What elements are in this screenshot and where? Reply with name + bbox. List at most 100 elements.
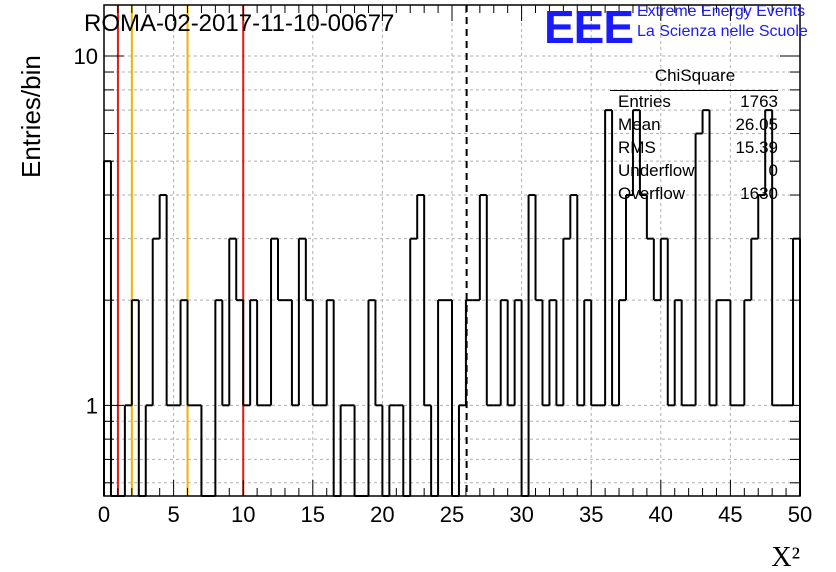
histogram-bin bbox=[583, 299, 592, 406]
stats-box: ChiSquare Entries 1763 Mean 26.05 RMS 15… bbox=[610, 66, 778, 203]
histogram-bin bbox=[228, 237, 237, 406]
histogram-bin bbox=[659, 237, 668, 301]
eee-logo-mark: EEE bbox=[544, 1, 634, 53]
stats-value: 1630 bbox=[740, 184, 778, 203]
logo-line-1: Extreme Energy Events bbox=[637, 3, 806, 20]
histogram-bin bbox=[527, 194, 536, 496]
histogram-bin bbox=[186, 300, 195, 407]
histogram-bin bbox=[666, 238, 675, 407]
stats-row-underflow: Underflow 0 bbox=[618, 161, 778, 184]
stats-key: Underflow bbox=[618, 161, 695, 180]
histogram-bin bbox=[604, 109, 613, 406]
reference-lines bbox=[116, 5, 468, 496]
histogram-bin bbox=[367, 299, 376, 496]
histogram-bin bbox=[221, 300, 230, 407]
y-tick-label: 1 bbox=[86, 393, 98, 418]
histogram-bin bbox=[151, 237, 160, 406]
histogram-bin bbox=[631, 109, 640, 196]
histogram-bin bbox=[506, 300, 515, 407]
x-tick-label: 40 bbox=[649, 502, 673, 527]
stats-value: 26.05 bbox=[735, 115, 778, 134]
histogram-bin bbox=[625, 194, 633, 301]
chart-title: ROMA-02-2017-11-10-00677 bbox=[84, 10, 395, 37]
histogram-bin bbox=[569, 194, 578, 239]
histogram-bin bbox=[179, 299, 188, 406]
axis-labels: Entries/bin X² bbox=[16, 55, 800, 572]
histogram-bin bbox=[729, 300, 738, 407]
histogram-bin bbox=[757, 194, 766, 239]
histogram-bin bbox=[214, 299, 223, 496]
stats-row-overflow: Overflow 1630 bbox=[618, 184, 778, 207]
histogram-bin bbox=[165, 195, 174, 407]
stats-row-mean: Mean 26.05 bbox=[618, 115, 778, 138]
stats-divider bbox=[610, 90, 778, 91]
histogram-bin bbox=[715, 299, 724, 406]
histogram-bin bbox=[457, 404, 466, 496]
histogram-bin bbox=[499, 299, 508, 406]
histogram-bin bbox=[235, 238, 244, 302]
histogram-bin bbox=[388, 404, 397, 496]
stats-key: Mean bbox=[618, 115, 661, 134]
stats-key: RMS bbox=[618, 138, 656, 157]
stats-row-entries: Entries 1763 bbox=[618, 92, 778, 115]
histogram-bin bbox=[242, 300, 251, 407]
x-tick-label: 20 bbox=[370, 502, 394, 527]
histogram-bin bbox=[590, 300, 599, 407]
x-tick-label: 25 bbox=[440, 502, 464, 527]
stats-title: ChiSquare bbox=[654, 66, 736, 85]
histogram-bin bbox=[555, 300, 564, 407]
logo-line-2: La Scienza nelle Scuole bbox=[637, 23, 808, 40]
x-tick-label: 45 bbox=[718, 502, 742, 527]
x-tick-label: 5 bbox=[167, 502, 179, 527]
histogram-bin bbox=[158, 194, 167, 239]
stats-row-rms: RMS 15.39 bbox=[618, 138, 778, 161]
histogram-bin bbox=[325, 299, 334, 406]
histogram-bin bbox=[451, 300, 459, 497]
histogram-bin bbox=[478, 194, 487, 301]
x-tick-label: 10 bbox=[231, 502, 255, 527]
histogram-bin bbox=[249, 299, 258, 406]
x-axis-label: X² bbox=[771, 542, 800, 572]
histogram-bin bbox=[130, 299, 139, 406]
histogram-bin bbox=[562, 237, 571, 406]
histogram-bin bbox=[680, 300, 689, 407]
histogram-bin bbox=[290, 300, 299, 407]
y-axis-label: Entries/bin bbox=[16, 55, 46, 178]
histogram-bin bbox=[652, 238, 661, 302]
histogram-bin bbox=[513, 299, 522, 406]
histogram-bin bbox=[256, 300, 265, 407]
histogram-bin bbox=[534, 195, 543, 302]
histogram-bin bbox=[311, 300, 320, 407]
histogram-bin bbox=[520, 300, 529, 497]
histogram-bin bbox=[423, 195, 432, 407]
histogram-bin bbox=[270, 237, 278, 406]
histogram-bin bbox=[743, 299, 752, 406]
histogram-bin bbox=[339, 404, 348, 496]
stats-value: 1763 bbox=[740, 92, 778, 111]
histogram-bin bbox=[576, 195, 585, 407]
histogram-bin bbox=[611, 110, 620, 407]
histogram-bin bbox=[464, 299, 473, 406]
x-tick-label: 15 bbox=[301, 502, 325, 527]
histogram-bin bbox=[409, 237, 418, 496]
histogram-bin bbox=[708, 110, 717, 407]
histogram-bin bbox=[764, 109, 773, 196]
histogram-bin bbox=[485, 195, 494, 407]
histogram-bin bbox=[304, 238, 313, 302]
histogram-bin bbox=[137, 300, 146, 497]
x-tick-label: 0 bbox=[98, 502, 110, 527]
histogram-bin bbox=[332, 300, 341, 497]
histogram-bin bbox=[548, 299, 557, 406]
histogram-bin bbox=[750, 237, 759, 301]
x-tick-label: 35 bbox=[579, 502, 603, 527]
stats-key: Overflow bbox=[618, 184, 686, 203]
stats-key: Entries bbox=[618, 92, 671, 111]
histogram-bin bbox=[792, 237, 800, 406]
histogram-bin bbox=[374, 300, 383, 407]
histogram-bin bbox=[618, 299, 626, 406]
histogram-bin bbox=[416, 194, 425, 239]
histogram-bin bbox=[297, 237, 306, 406]
histogram-bin bbox=[694, 132, 703, 406]
stats-value: 0 bbox=[768, 161, 778, 180]
